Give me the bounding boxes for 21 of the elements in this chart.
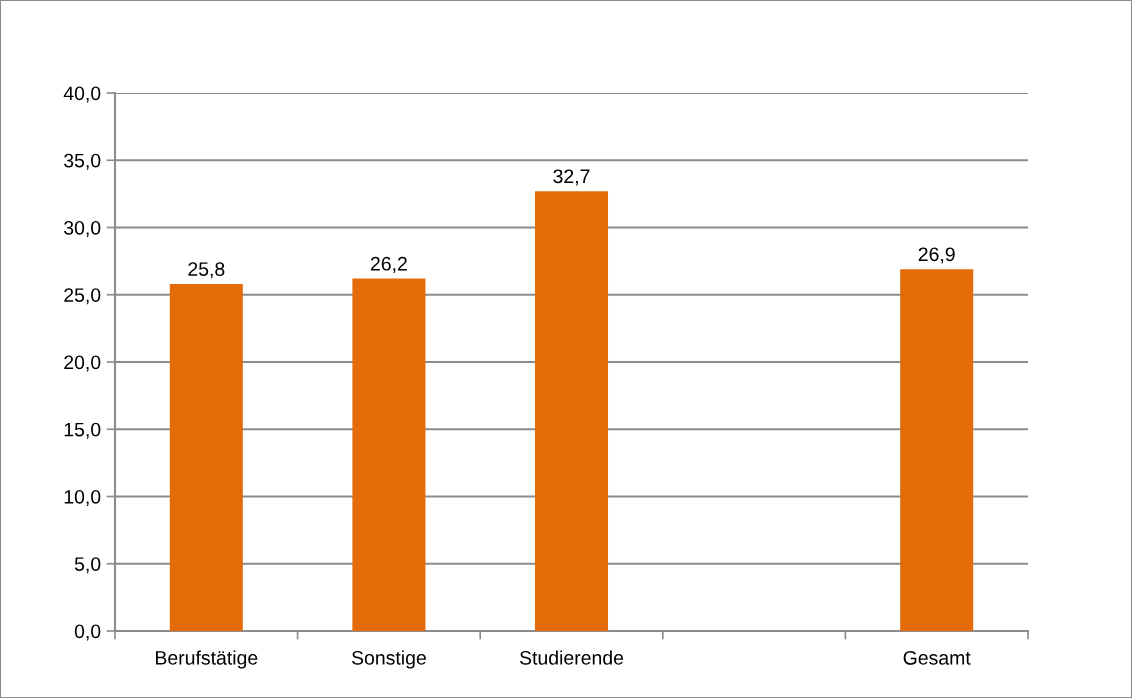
x-tick-label: Gesamt: [903, 650, 971, 665]
data-label: 25,8: [188, 262, 225, 279]
y-tick-label: 20,0: [64, 355, 101, 372]
x-tick-label: Berufstätige: [156, 650, 258, 669]
bar: [169, 283, 243, 631]
y-tick-label: 25,0: [64, 288, 101, 305]
data-label: 32,7: [553, 169, 590, 186]
y-tick-label: 30,0: [64, 220, 101, 238]
x-tick-label: Sonstige: [351, 650, 426, 669]
data-label: 26,9: [918, 247, 955, 264]
x-tick-label: Studierende: [519, 650, 624, 665]
y-tick-label: 35,0: [64, 153, 101, 170]
y-tick-label: 5,0: [74, 557, 101, 574]
bar: [352, 278, 426, 631]
bar: [534, 191, 609, 631]
y-tick-label: 15,0: [64, 422, 101, 439]
bar: [900, 269, 974, 631]
y-tick-label: 10,0: [64, 489, 101, 507]
y-tick-label: 0,0: [74, 624, 101, 641]
y-tick-label: 40,0: [63, 86, 101, 103]
data-label: 26,2: [370, 256, 407, 273]
